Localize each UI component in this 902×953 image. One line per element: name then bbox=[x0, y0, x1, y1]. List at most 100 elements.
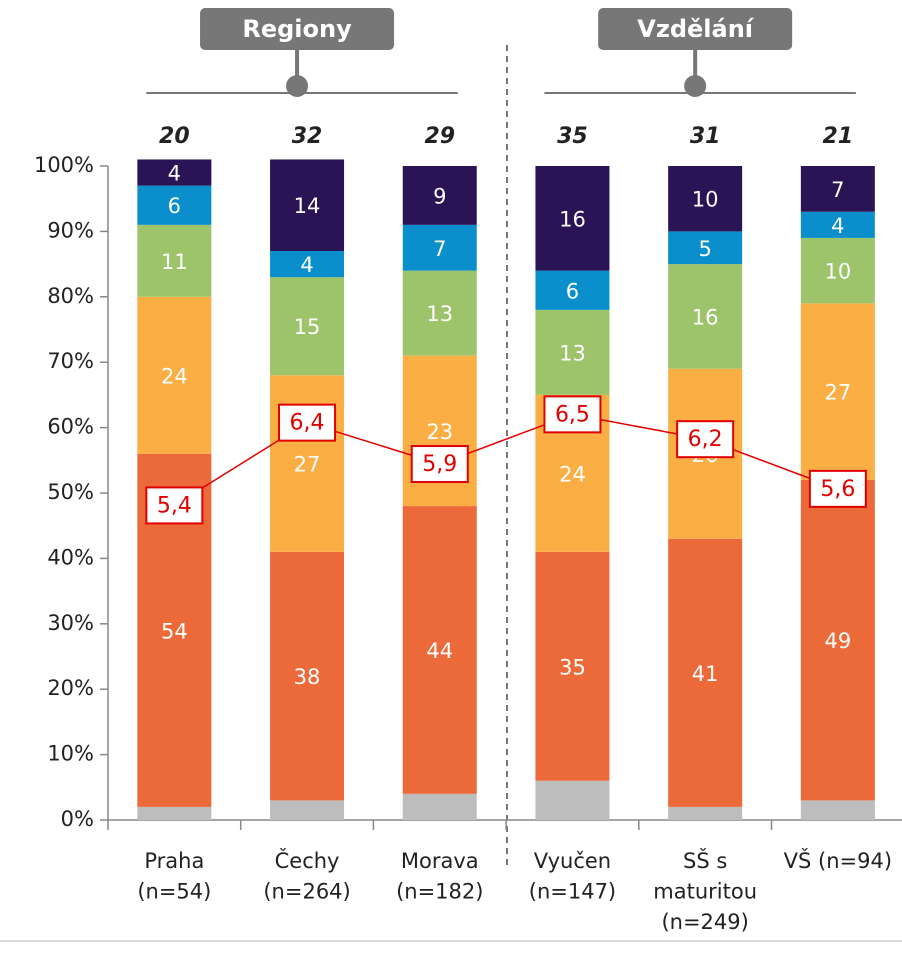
segment-label: 35 bbox=[559, 655, 586, 679]
group-label: Vzdělání bbox=[637, 15, 755, 43]
y-tick-label: 50% bbox=[47, 480, 94, 504]
y-tick-label: 40% bbox=[47, 545, 94, 569]
segment-label: 4 bbox=[168, 162, 181, 186]
group-box bbox=[598, 8, 793, 50]
segment-label: 7 bbox=[433, 237, 446, 261]
bar-segment bbox=[800, 211, 875, 238]
segment-label: 44 bbox=[426, 639, 453, 663]
segment-label: 24 bbox=[559, 462, 586, 486]
segment-label: 7 bbox=[831, 178, 844, 202]
bar-segment bbox=[402, 506, 477, 794]
segment-label: 6 bbox=[168, 194, 181, 218]
bar-segment bbox=[668, 538, 743, 807]
group-label: Regiony bbox=[242, 15, 352, 43]
bar-segment bbox=[402, 166, 477, 225]
segment-label: 11 bbox=[161, 250, 188, 274]
top-label: 35 bbox=[557, 124, 588, 149]
y-tick-label: 0% bbox=[61, 807, 94, 831]
y-tick-label: 10% bbox=[47, 742, 94, 766]
group-box bbox=[200, 8, 395, 50]
bar-segment bbox=[800, 303, 875, 480]
bar-segment bbox=[535, 270, 610, 310]
bar-segment bbox=[668, 806, 743, 820]
bar-segment bbox=[402, 270, 477, 356]
segment-label: 4 bbox=[300, 253, 313, 277]
segment-label: 5 bbox=[698, 237, 711, 261]
bar-segment bbox=[800, 800, 875, 820]
bar-segment bbox=[535, 551, 610, 781]
bar-segment bbox=[668, 264, 743, 369]
bar-segment bbox=[270, 251, 345, 278]
bar-segment bbox=[137, 159, 212, 186]
segment-label: 54 bbox=[161, 619, 188, 643]
top-label: 32 bbox=[292, 124, 323, 149]
bar-segment bbox=[270, 159, 345, 252]
line-point-box bbox=[410, 445, 469, 484]
segment-label: 41 bbox=[692, 662, 719, 686]
x-tick-label: Vyučen (n=147) bbox=[529, 849, 616, 903]
group-knob bbox=[684, 75, 707, 97]
segment-label: 10 bbox=[692, 188, 719, 212]
bar-segment bbox=[535, 780, 610, 820]
y-tick-label: 90% bbox=[47, 218, 94, 242]
x-tick-label: Morava (n=182) bbox=[396, 849, 483, 903]
line-label: 5,6 bbox=[820, 477, 855, 502]
top-label: 31 bbox=[690, 124, 721, 149]
bar-segment bbox=[402, 224, 477, 271]
line-point-box bbox=[145, 486, 204, 525]
top-label: 21 bbox=[823, 124, 854, 149]
segment-label: 27 bbox=[824, 381, 851, 405]
bar-segment bbox=[800, 479, 875, 801]
segment-label: 4 bbox=[831, 214, 844, 238]
segment-label: 38 bbox=[294, 665, 321, 689]
bar-segment bbox=[402, 793, 477, 820]
line-label: 6,4 bbox=[290, 411, 325, 436]
segment-label: 16 bbox=[559, 207, 586, 231]
x-tick-label: SŠ s maturitou (n=249) bbox=[653, 848, 757, 934]
line-point-box bbox=[278, 403, 337, 442]
y-tick-label: 60% bbox=[47, 415, 94, 439]
line-point-box bbox=[676, 420, 735, 459]
segment-label: 13 bbox=[559, 341, 586, 365]
line-label: 5,9 bbox=[422, 452, 457, 477]
y-tick-label: 30% bbox=[47, 611, 94, 635]
group-knob bbox=[286, 75, 309, 97]
segment-label: 10 bbox=[824, 260, 851, 284]
y-tick-label: 70% bbox=[47, 349, 94, 373]
y-tick-label: 20% bbox=[47, 676, 94, 700]
bar-segment bbox=[535, 166, 610, 271]
segment-label: 16 bbox=[692, 305, 719, 329]
bar-segment bbox=[800, 237, 875, 304]
line-label: 6,2 bbox=[688, 427, 723, 452]
bar-segment bbox=[137, 185, 212, 225]
segment-label: 13 bbox=[426, 302, 453, 326]
y-tick-label: 100% bbox=[34, 153, 94, 177]
bar-segment bbox=[270, 800, 345, 820]
bar-segment bbox=[137, 296, 212, 454]
y-tick-label: 80% bbox=[47, 284, 94, 308]
bar-segment bbox=[270, 277, 345, 376]
bar-segment bbox=[137, 224, 212, 297]
top-label: 29 bbox=[424, 124, 455, 149]
segment-label: 15 bbox=[294, 315, 321, 339]
x-tick-label: Praha (n=54) bbox=[137, 849, 211, 903]
bar-segment bbox=[668, 166, 743, 232]
bar-segment bbox=[800, 166, 875, 212]
segment-label: 6 bbox=[566, 279, 579, 303]
segment-label: 9 bbox=[433, 184, 446, 208]
line-point-box bbox=[808, 469, 867, 508]
bar-segment bbox=[668, 231, 743, 265]
segment-label: 49 bbox=[824, 629, 851, 653]
segment-label: 24 bbox=[161, 364, 188, 388]
segment-label: 23 bbox=[426, 420, 453, 444]
line-point-box bbox=[543, 395, 602, 434]
top-label: 20 bbox=[159, 124, 190, 149]
line-label: 5,4 bbox=[157, 493, 192, 518]
segment-label: 27 bbox=[294, 453, 321, 477]
line-label: 6,5 bbox=[555, 402, 590, 427]
bar-segment bbox=[535, 309, 610, 395]
x-tick-label: Čechy (n=264) bbox=[263, 848, 350, 903]
segment-label: 14 bbox=[294, 194, 321, 218]
bar-segment bbox=[137, 806, 212, 820]
